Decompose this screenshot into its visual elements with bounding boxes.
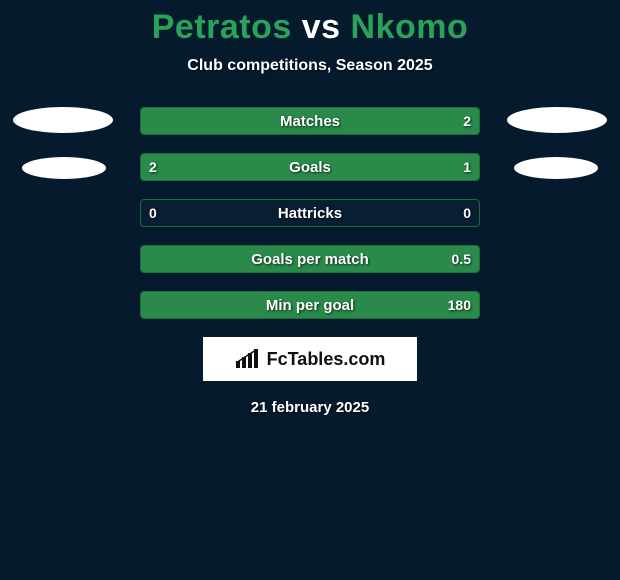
page-title: Petratos vs Nkomo [0,0,620,47]
stat-label: Goals per match [141,246,479,272]
brand-text: FcTables.com [267,349,386,370]
stat-bar: 0.5Goals per match [140,245,480,273]
ellipse-decor [13,107,113,133]
stat-bars: 2Matches 21Goals 00Hattricks 0.5Goals per m… [140,107,480,319]
stat-label: Matches [141,108,479,134]
ellipse-decor [22,157,106,179]
title-player1: Petratos [152,8,292,46]
ellipse-decor [507,107,607,133]
stat-label: Min per goal [141,292,479,318]
stat-label: Hattricks [141,200,479,226]
subtitle: Club competitions, Season 2025 [0,57,620,75]
title-vs: vs [292,8,351,46]
stat-bar: 00Hattricks [140,199,480,227]
stat-bar: 180Min per goal [140,291,480,319]
comparison-content: 2Matches 21Goals 00Hattricks 0.5Goals per m… [0,107,620,416]
stat-bar: 2Matches [140,107,480,135]
left-player-marks [8,107,118,203]
brand-badge: FcTables.com [203,337,417,381]
date-line: 21 february 2025 [0,399,620,416]
right-player-marks [502,107,612,203]
stat-bar: 21Goals [140,153,480,181]
title-player2: Nkomo [351,8,469,46]
ellipse-decor [514,157,598,179]
stat-label: Goals [141,154,479,180]
bar-chart-icon [235,349,261,369]
